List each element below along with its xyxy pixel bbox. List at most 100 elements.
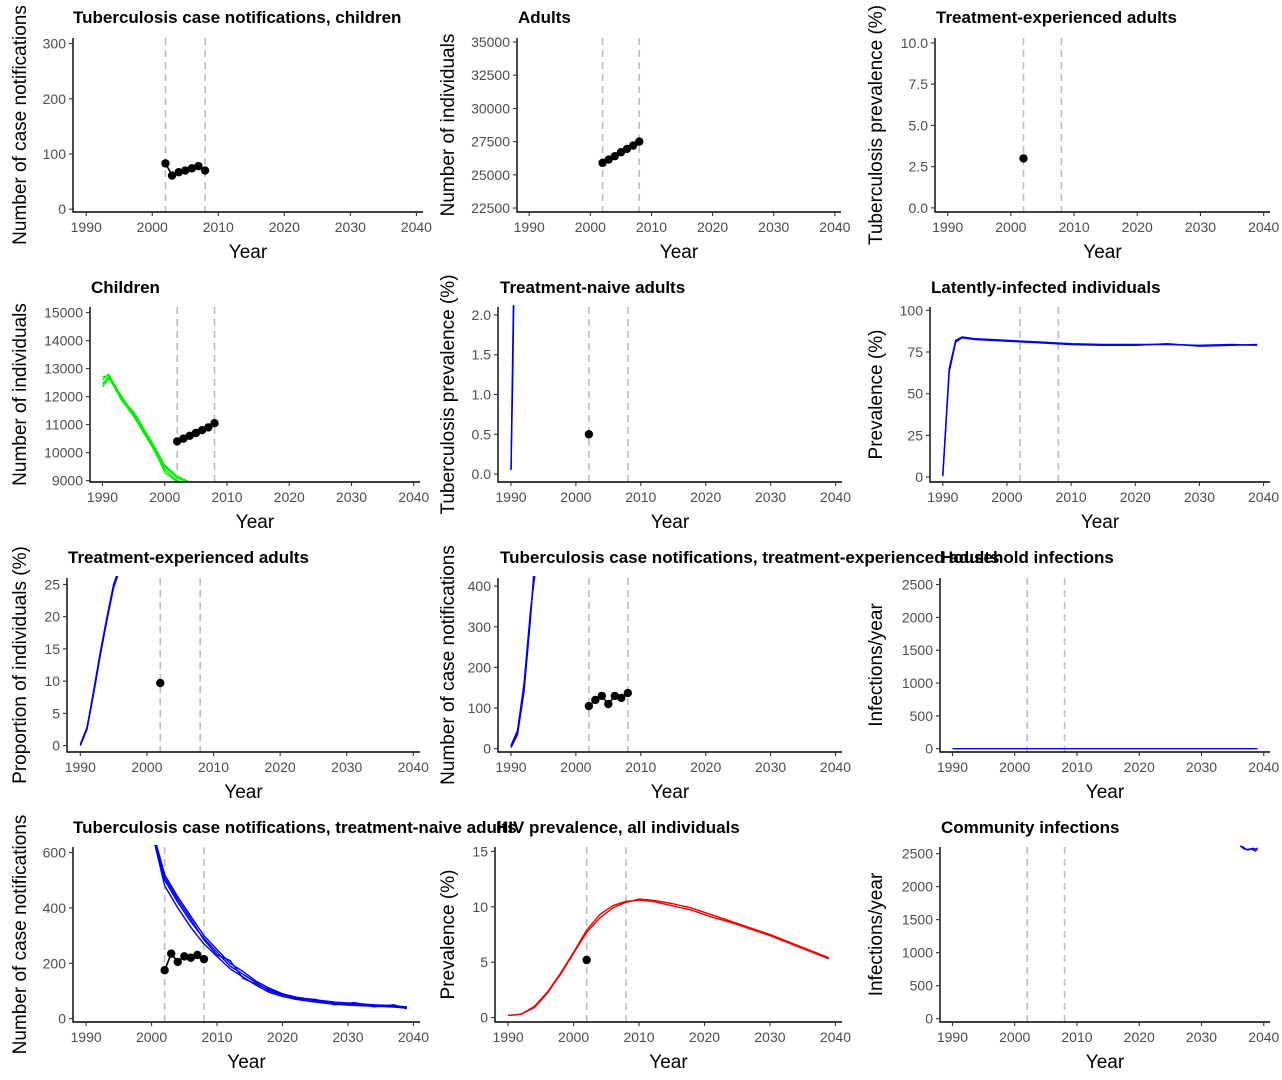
x-tick-label: 2040: [398, 759, 429, 775]
y-tick-label: 5: [52, 705, 60, 721]
y-tick-label: 2000: [902, 879, 933, 895]
x-tick-label: 2040: [820, 1029, 851, 1045]
x-tick-label: 2040: [398, 489, 429, 505]
y-tick-label: 20: [44, 609, 60, 625]
y-tick-label: 25: [907, 427, 923, 443]
y-axis-title: Number of case notifications: [10, 5, 31, 245]
observed-point: [623, 688, 633, 698]
x-tick-label: 2040: [1248, 1029, 1279, 1045]
x-tick-label: 1990: [495, 489, 526, 505]
panel-title: Adults: [518, 8, 571, 27]
y-tick-label: 600: [43, 845, 67, 861]
panel-p11: 1990 2000 2010 2020 2030 2040 0 5 10 15 HIV preval…: [438, 818, 851, 1073]
observed-point: [160, 966, 169, 975]
x-tick-label: 2030: [755, 489, 786, 505]
y-axis-title: Infections/year: [866, 872, 887, 996]
x-tick-label: 2040: [401, 219, 432, 235]
y-axis-title: Number of case notifications: [438, 545, 459, 785]
y-tick-label: 22500: [471, 200, 510, 216]
x-tick-label: 2040: [1248, 219, 1279, 235]
x-tick-label: 2020: [689, 1029, 720, 1045]
y-axis-title: Infections/year: [866, 603, 887, 727]
y-tick-label: 0: [58, 1011, 66, 1027]
series-line-1: [154, 845, 407, 1009]
series-line-2: [510, 305, 515, 470]
x-tick-label: 2000: [999, 759, 1030, 775]
y-tick-label: 27500: [471, 134, 510, 150]
y-tick-label: 12000: [44, 389, 83, 405]
observed-point: [186, 953, 196, 962]
x-tick-label: 1990: [87, 489, 118, 505]
y-tick-label: 30000: [471, 100, 510, 116]
y-tick-label: 1500: [902, 642, 933, 658]
y-axis-title: Proportion of individuals (%): [10, 546, 31, 784]
observed-point: [628, 141, 638, 150]
x-tick-label: 2000: [131, 759, 162, 775]
x-tick-label: 2000: [149, 489, 180, 505]
x-tick-label: 2030: [1184, 489, 1215, 505]
y-tick-label: 2500: [902, 846, 933, 862]
x-tick-label: 2000: [560, 489, 591, 505]
series-group: [510, 305, 515, 471]
observed-point: [617, 693, 626, 703]
x-tick-label: 2040: [398, 1029, 429, 1045]
x-tick-label: 2010: [203, 219, 234, 235]
series-line-2: [508, 899, 830, 1017]
x-tick-label: 2000: [991, 489, 1022, 505]
x-tick-label: 2030: [1186, 1029, 1217, 1045]
series-group: [101, 373, 190, 482]
x-axis-title: Year: [651, 512, 690, 533]
x-tick-label: 2030: [758, 219, 789, 235]
series-group: [154, 845, 408, 1010]
series-line-4: [101, 377, 181, 482]
series-group: [942, 336, 1258, 477]
x-tick-label: 2030: [335, 219, 366, 235]
x-tick-label: 1990: [495, 759, 526, 775]
y-tick-label: 1000: [902, 675, 933, 691]
panel-p5: 1990 2000 2010 2020 2030 2040 0.0 0.5 1.0 1.5 2.0 T…: [438, 274, 851, 533]
series-group: [510, 576, 536, 748]
series-line-1: [510, 576, 535, 747]
x-tick-label: 2030: [755, 759, 786, 775]
series-line-3: [510, 576, 535, 748]
observed-point: [187, 164, 197, 173]
panel-p10: 1990 2000 2010 2020 2030 2040 0 200 400 600 Tuberc…: [10, 815, 517, 1073]
observed-point: [610, 152, 620, 161]
y-tick-label: 2.5: [909, 159, 929, 175]
panel-title: Latently-infected individuals: [931, 278, 1161, 297]
observed-point: [610, 691, 620, 701]
series-line-2: [79, 576, 118, 745]
observed-point: [582, 955, 591, 965]
observed-point: [1019, 154, 1028, 163]
y-tick-label: 50: [907, 386, 923, 402]
observed-point: [193, 950, 202, 960]
series-line-1: [508, 898, 830, 1017]
panel-p9: 1990 2000 2010 2020 2030 2040 0 500 1000 1500 2000…: [866, 548, 1280, 803]
x-axis-title: Year: [224, 782, 263, 803]
y-tick-label: 14000: [44, 333, 83, 349]
y-tick-label: 2500: [902, 577, 933, 593]
y-axis-title: Prevalence (%): [866, 330, 887, 460]
x-tick-label: 2030: [331, 759, 362, 775]
y-tick-label: 100: [43, 146, 67, 162]
y-tick-label: 10.0: [901, 35, 928, 51]
panel-title: Children: [91, 278, 160, 297]
x-tick-label: 2030: [336, 489, 367, 505]
x-tick-label: 2040: [1248, 759, 1279, 775]
y-tick-label: 2.0: [472, 307, 492, 323]
y-tick-label: 0: [925, 1011, 933, 1027]
y-tick-label: 300: [468, 619, 492, 635]
y-tick-label: 1.0: [472, 387, 492, 403]
observed-point: [167, 171, 177, 180]
observed-point: [604, 699, 613, 709]
panel-title: HIV prevalence, all individuals: [496, 818, 740, 837]
x-tick-label: 2010: [623, 1029, 654, 1045]
x-tick-label: 2000: [560, 759, 591, 775]
observed-point: [635, 137, 644, 146]
x-tick-label: 2020: [274, 489, 305, 505]
y-tick-label: 0: [58, 201, 66, 217]
x-tick-label: 2030: [332, 1029, 363, 1045]
y-tick-label: 0: [52, 738, 60, 754]
